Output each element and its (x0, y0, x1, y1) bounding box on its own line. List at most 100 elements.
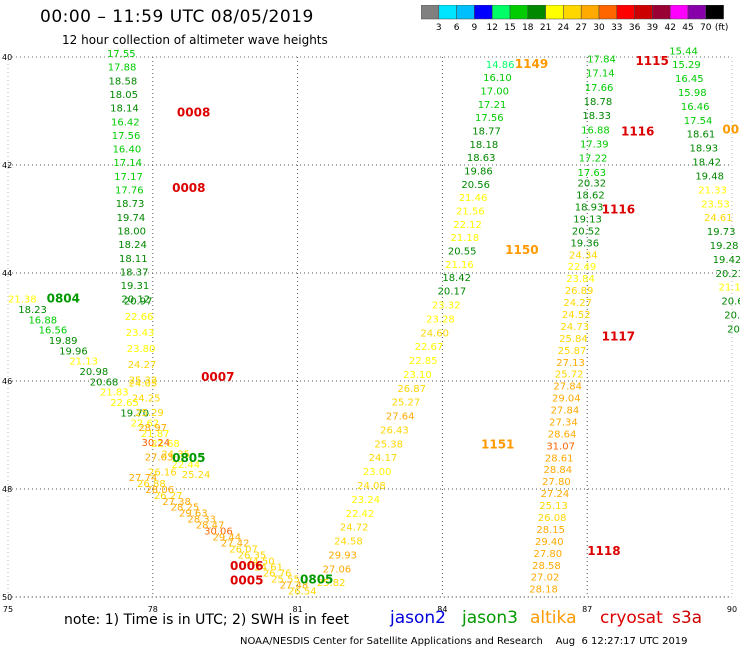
wave-height-value: 18.37 (120, 267, 149, 278)
wave-height-value: 22.49 (568, 262, 597, 273)
wave-height-value: 20.17 (438, 287, 467, 298)
colorbar-label: 9 (472, 23, 478, 33)
wave-height-value: 21.11 (718, 283, 740, 294)
wave-height-value: 25.27 (392, 398, 421, 409)
wave-height-value: 27.02 (531, 573, 560, 584)
wave-height-value: 18.58 (109, 76, 138, 87)
wave-height-value: 28.64 (548, 429, 577, 440)
wave-height-value: 23.53 (701, 199, 730, 210)
wave-height-value: 20.97 (124, 296, 153, 307)
wave-height-value: 18.93 (575, 202, 604, 213)
wave-height-value: 18.62 (576, 191, 605, 202)
wave-height-value: 21.33 (698, 185, 727, 196)
chart-title: 00:00 – 11:59 UTC 08/05/2019 (40, 7, 314, 27)
wave-height-value: 24.50 (246, 556, 275, 567)
y-tick-label: 50 (2, 593, 12, 602)
time-label: 1118 (587, 544, 620, 558)
wave-height-value: 26.88 (137, 479, 166, 490)
x-tick-label: 87 (582, 605, 592, 614)
colorbar-label: 27 (575, 23, 586, 33)
wave-height-value: 19.28 (710, 241, 739, 252)
y-tick-label: 42 (2, 161, 12, 170)
wave-height-value: 18.00 (117, 226, 146, 237)
wave-height-value: 18.18 (470, 140, 499, 151)
colorbar-label: 36 (629, 23, 641, 33)
wave-height-value: 16.10 (483, 73, 512, 84)
footer-note: note: 1) Time is in UTC; 2) SWH is in fe… (64, 612, 350, 628)
wave-height-value: 17.39 (580, 139, 609, 150)
wave-height-value: 20.52 (572, 226, 601, 237)
wave-height-value: 22.67 (415, 342, 444, 353)
wave-height-value: 24.05 (129, 378, 158, 389)
wave-height-value: 25.84 (559, 334, 588, 345)
wave-height-value: 27.84 (553, 382, 582, 393)
wave-height-value: 20.94 (727, 324, 740, 335)
wave-height-value: 19.31 (121, 281, 150, 292)
wave-height-value: 17.14 (586, 69, 615, 80)
wave-height-value: 27.84 (551, 406, 580, 417)
wave-height-value: 17.88 (108, 63, 137, 74)
wave-height-value: 18.24 (118, 240, 147, 251)
wave-height-value: 27.74 (129, 473, 158, 484)
time-label: 0008 (172, 181, 205, 195)
wave-height-value: 18.23 (18, 305, 47, 316)
wave-height-value: 26.54 (288, 586, 317, 597)
wave-height-value: 19.42 (713, 255, 740, 266)
time-label: 0006 (230, 559, 263, 573)
wave-height-value: 22.65 (110, 398, 139, 409)
colorbar-label: 30 (593, 23, 605, 33)
wave-height-value: 27.80 (542, 477, 571, 488)
wave-height-value: 16.45 (675, 74, 704, 85)
wave-height-value: 26.27 (154, 491, 183, 502)
wave-height-value: 24.61 (254, 562, 283, 573)
legend-s3a: s3a (672, 608, 703, 628)
wave-height-value: 26.43 (380, 425, 409, 436)
wave-height-value: 20.98 (80, 367, 109, 378)
colorbar-swatch (705, 5, 724, 20)
wave-height-value: 19.70 (120, 408, 149, 419)
wave-height-value: 23.43 (126, 328, 155, 339)
legend-cryosat: cryosat (600, 608, 663, 628)
wave-height-value: 23.84 (566, 274, 595, 285)
wave-height-value: 21.16 (445, 260, 474, 271)
wave-height-value: 24.34 (569, 250, 598, 261)
wave-height-value: 19.86 (464, 166, 493, 177)
wave-height-value: 26.07 (229, 545, 258, 556)
wave-height-value: 16.46 (681, 102, 710, 113)
wave-height-value: 22.62 (131, 419, 160, 430)
time-label: 1117 (602, 330, 635, 344)
wave-height-value: 17.21 (478, 100, 507, 111)
wave-height-value: 19.96 (59, 346, 88, 357)
wave-height-value: 18.14 (110, 104, 139, 115)
wave-height-value: 28.47 (196, 521, 225, 532)
x-tick-label: 78 (148, 605, 158, 614)
x-tick-label: 84 (437, 605, 447, 614)
wave-height-value: 19.48 (695, 171, 724, 182)
wave-height-value: 22.44 (172, 460, 201, 471)
wave-height-value: 21.38 (8, 295, 37, 306)
wave-height-value: 19.89 (49, 336, 78, 347)
wave-height-value: 21.46 (459, 193, 488, 204)
colorbar-label: 12 (486, 23, 497, 33)
wave-height-value: 17.84 (587, 54, 616, 65)
x-tick-label: 81 (293, 605, 303, 614)
wave-height-value: 18.93 (690, 144, 719, 155)
wave-height-value: 24.27 (128, 360, 157, 371)
wave-height-value: 28.61 (545, 453, 574, 464)
wave-height-value: 24.60 (420, 328, 449, 339)
wave-height-value: 20.55 (448, 246, 477, 257)
wave-height-value: 23.24 (351, 495, 380, 506)
wave-height-value: 21.87 (141, 429, 170, 440)
wave-height-value: 19.74 (117, 213, 146, 224)
wave-height-value: 22.66 (125, 312, 154, 323)
wave-height-value: 18.33 (582, 111, 611, 122)
wave-height-value: 21.13 (69, 357, 98, 368)
wave-height-value: 25.82 (317, 578, 346, 589)
wave-height-value: 18.05 (109, 90, 138, 101)
wave-height-value: 24.58 (334, 537, 363, 548)
wave-height-value: 24.25 (132, 393, 161, 404)
wave-height-value: 24.72 (340, 523, 369, 534)
x-tick-label: 75 (3, 605, 13, 614)
colorbar-label: 6 (454, 23, 460, 33)
